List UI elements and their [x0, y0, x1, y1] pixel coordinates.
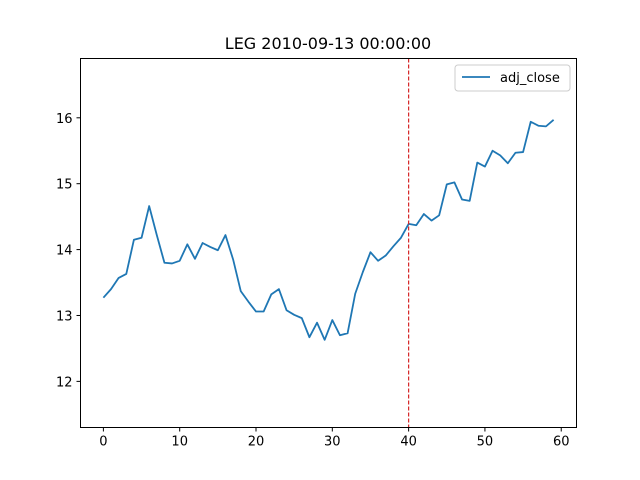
x-tick-label: 20: [248, 435, 265, 450]
y-tick-label: 16: [56, 112, 73, 127]
y-tick-label: 12: [56, 375, 73, 390]
plot-area: 0 10 20 30 40 50 60 12 13 14 15 16: [56, 58, 570, 450]
x-tick-label: 60: [553, 435, 570, 450]
chart-title: LEG 2010-09-13 00:00:00: [225, 34, 431, 53]
x-tick-label: 30: [324, 435, 341, 450]
x-tick-label: 40: [400, 435, 417, 450]
x-tick-label: 10: [171, 435, 188, 450]
series-line-adj-close: [102, 119, 555, 341]
y-tick-label: 13: [56, 309, 73, 324]
legend-label-adj-close: adj_close: [500, 71, 560, 86]
x-tick-label: 0: [99, 435, 107, 450]
plot-frame: [80, 58, 577, 428]
y-tick-label: 15: [56, 178, 73, 193]
legend: adj_close: [454, 64, 571, 92]
y-tick-label: 14: [56, 244, 73, 259]
legend-box: [454, 64, 571, 92]
x-tick-label: 50: [477, 435, 494, 450]
